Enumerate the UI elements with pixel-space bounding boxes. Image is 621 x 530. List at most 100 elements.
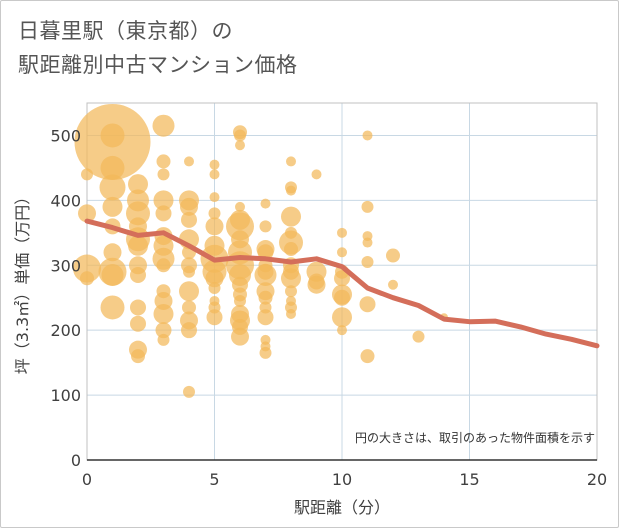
bubble-point	[260, 341, 271, 352]
bubble-point	[206, 309, 223, 326]
bubble-point	[183, 265, 195, 278]
y-tick-label: 500	[50, 126, 81, 145]
bubble-point	[131, 349, 145, 364]
bubble-point	[209, 295, 220, 306]
bubble-point	[208, 281, 221, 294]
bubble-point	[100, 123, 125, 148]
bubble-point	[362, 237, 373, 248]
bubble-point	[127, 189, 149, 212]
bubble-point	[80, 271, 94, 286]
bubble-point	[284, 242, 298, 257]
bubble-point	[209, 159, 220, 170]
bubble-point	[235, 140, 245, 151]
title-line-2: 駅距離別中古マンション価格	[18, 53, 298, 77]
bubble-point	[230, 209, 250, 230]
bubble-point	[286, 156, 296, 167]
bubble-point	[231, 230, 249, 249]
y-tick-label: 400	[50, 191, 81, 210]
bubble-point	[156, 258, 171, 273]
bubble-point	[286, 295, 296, 306]
bubble-point	[183, 385, 195, 398]
bubble-point	[153, 190, 174, 211]
bubble-point	[258, 290, 273, 305]
chart-title: 日暮里駅（東京都）の 駅距離別中古マンション価格	[18, 14, 298, 82]
bubble-point	[257, 309, 274, 326]
bubble-point	[156, 154, 171, 169]
bubble-point	[360, 349, 375, 364]
bubble-point	[281, 206, 301, 227]
bubble-point	[130, 315, 146, 332]
y-axis-label: 坪（3.3㎡）単価（万円）	[13, 189, 32, 374]
bubble-point	[332, 307, 352, 328]
bubble-point	[181, 322, 197, 339]
bubble-point	[234, 294, 246, 307]
size-annotation: 円の大きさは、取引のあった物件面積を示す	[355, 430, 595, 445]
bubble-point	[99, 174, 126, 201]
bubble-point	[285, 285, 297, 298]
bubble-point	[285, 226, 297, 239]
bubble-point	[152, 114, 175, 137]
bubble-point	[100, 295, 125, 320]
bubble-point	[412, 330, 425, 343]
bubble-point	[78, 204, 96, 223]
y-tick-label: 100	[50, 386, 81, 405]
bubble-point	[337, 247, 347, 258]
bubble-point	[128, 235, 148, 256]
title-line-1: 日暮里駅（東京都）の	[18, 19, 233, 43]
x-axis-label: 駅距離（分）	[294, 498, 390, 517]
x-tick-label: 5	[209, 470, 219, 489]
y-tick-label: 0	[71, 451, 81, 470]
bubble-point	[103, 243, 122, 262]
bubble-point	[334, 289, 350, 306]
bubble-point	[181, 211, 197, 228]
bubble-point	[231, 304, 249, 323]
bubble-point	[235, 201, 245, 212]
bubble-point	[260, 198, 271, 209]
x-tick-label: 10	[332, 470, 352, 489]
bubble-point	[155, 322, 172, 339]
bubble-point	[153, 303, 174, 324]
bubble-point	[286, 308, 296, 319]
bubble-point	[361, 256, 374, 269]
bubble-point	[184, 156, 194, 167]
bubble-point	[283, 263, 299, 280]
bubble-point	[337, 325, 347, 336]
bubble-point	[155, 205, 172, 222]
trend-line	[84, 218, 600, 349]
bubble-point	[179, 281, 199, 302]
bubble-point	[388, 279, 398, 290]
bubble-point	[100, 155, 125, 180]
x-tick-label: 15	[459, 470, 479, 489]
bubble-point	[129, 217, 147, 236]
bubble-series	[73, 103, 448, 398]
bubble-point	[259, 220, 272, 233]
y-tick-label: 300	[50, 256, 81, 275]
bubble-point	[101, 264, 124, 287]
bubble-point	[234, 129, 246, 142]
x-tick-label: 0	[82, 470, 92, 489]
bubble-point	[308, 273, 325, 290]
bubble-point	[337, 227, 347, 238]
bubble-point	[130, 267, 146, 284]
bubble-point	[361, 200, 374, 213]
bubble-point	[386, 248, 400, 263]
bubble-point	[157, 168, 170, 181]
bubble-point	[205, 217, 224, 236]
bubble-point	[232, 318, 248, 335]
y-tick-label: 200	[50, 321, 81, 340]
bubble-point	[81, 168, 93, 181]
bubble-point	[182, 300, 196, 315]
bubble-point	[311, 169, 322, 180]
bubble-point	[180, 197, 198, 216]
bubble-point	[209, 192, 220, 203]
bubble-point	[359, 296, 376, 313]
bubble-point	[205, 269, 224, 288]
bubble-point	[130, 299, 146, 316]
bubble-point	[362, 130, 373, 141]
bubble-point	[258, 258, 273, 273]
bubble-point	[286, 185, 296, 196]
bubble-point	[73, 254, 101, 283]
